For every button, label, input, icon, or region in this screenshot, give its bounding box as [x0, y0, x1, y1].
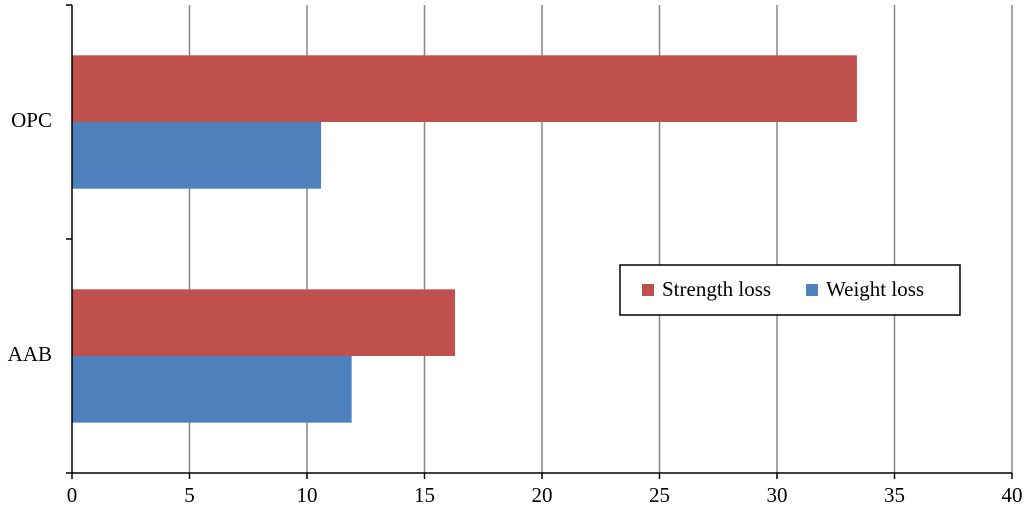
legend-label: Strength loss: [662, 277, 771, 301]
x-tick-label: 30: [767, 483, 788, 507]
y-tick-label: OPC: [11, 108, 52, 132]
x-tick-label: 5: [184, 483, 195, 507]
legend-label: Weight loss: [826, 277, 924, 301]
bar: [72, 289, 456, 356]
x-tick-label: 15: [414, 483, 435, 507]
x-tick-label: 20: [532, 483, 553, 507]
x-tick-label: 40: [1002, 483, 1023, 507]
x-tick-label: 25: [649, 483, 670, 507]
x-tick-label: 0: [67, 483, 78, 507]
y-tick-label: AAB: [8, 342, 52, 366]
legend-swatch: [806, 284, 818, 296]
legend-swatch: [642, 284, 654, 296]
bar: [72, 356, 352, 423]
x-tick-label: 10: [297, 483, 318, 507]
bar: [72, 55, 857, 123]
bar: [72, 122, 322, 189]
legend: [619, 264, 961, 316]
x-tick-label: 35: [884, 483, 905, 507]
